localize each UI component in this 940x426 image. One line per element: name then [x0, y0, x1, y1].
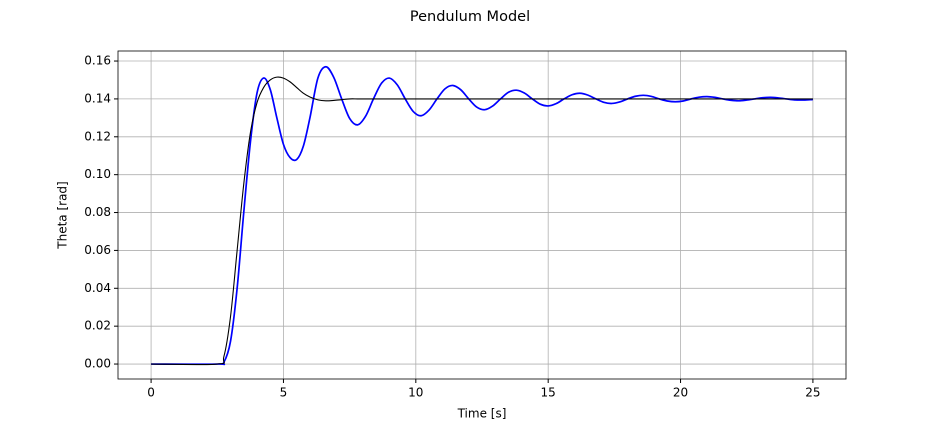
y-tick-label: 0.00: [84, 357, 111, 371]
line-series: [151, 65, 813, 366]
x-axis-label: Time [s]: [457, 407, 507, 421]
x-tick-label: 20: [673, 386, 688, 400]
x-tick-label: 0: [147, 386, 155, 400]
y-tick-label: 0.14: [84, 91, 111, 105]
chart-title: Pendulum Model: [410, 9, 530, 25]
x-tick-label: 5: [280, 386, 288, 400]
y-tick-label: 0.08: [84, 205, 111, 219]
y-tick-label: 0.16: [84, 54, 111, 68]
y-tick-label: 0.12: [84, 129, 111, 143]
y-axis-label: Theta [rad]: [56, 181, 70, 249]
x-tick-label: 10: [408, 386, 423, 400]
y-tick-label: 0.04: [84, 281, 111, 295]
x-tick-label: 15: [541, 386, 556, 400]
plot-frame: [117, 50, 847, 380]
x-tick-label: 25: [805, 386, 820, 400]
line-series: [151, 76, 813, 366]
y-tick-label: 0.06: [84, 243, 111, 257]
y-tick-label: 0.10: [84, 167, 111, 181]
y-tick-label: 0.02: [84, 319, 111, 333]
